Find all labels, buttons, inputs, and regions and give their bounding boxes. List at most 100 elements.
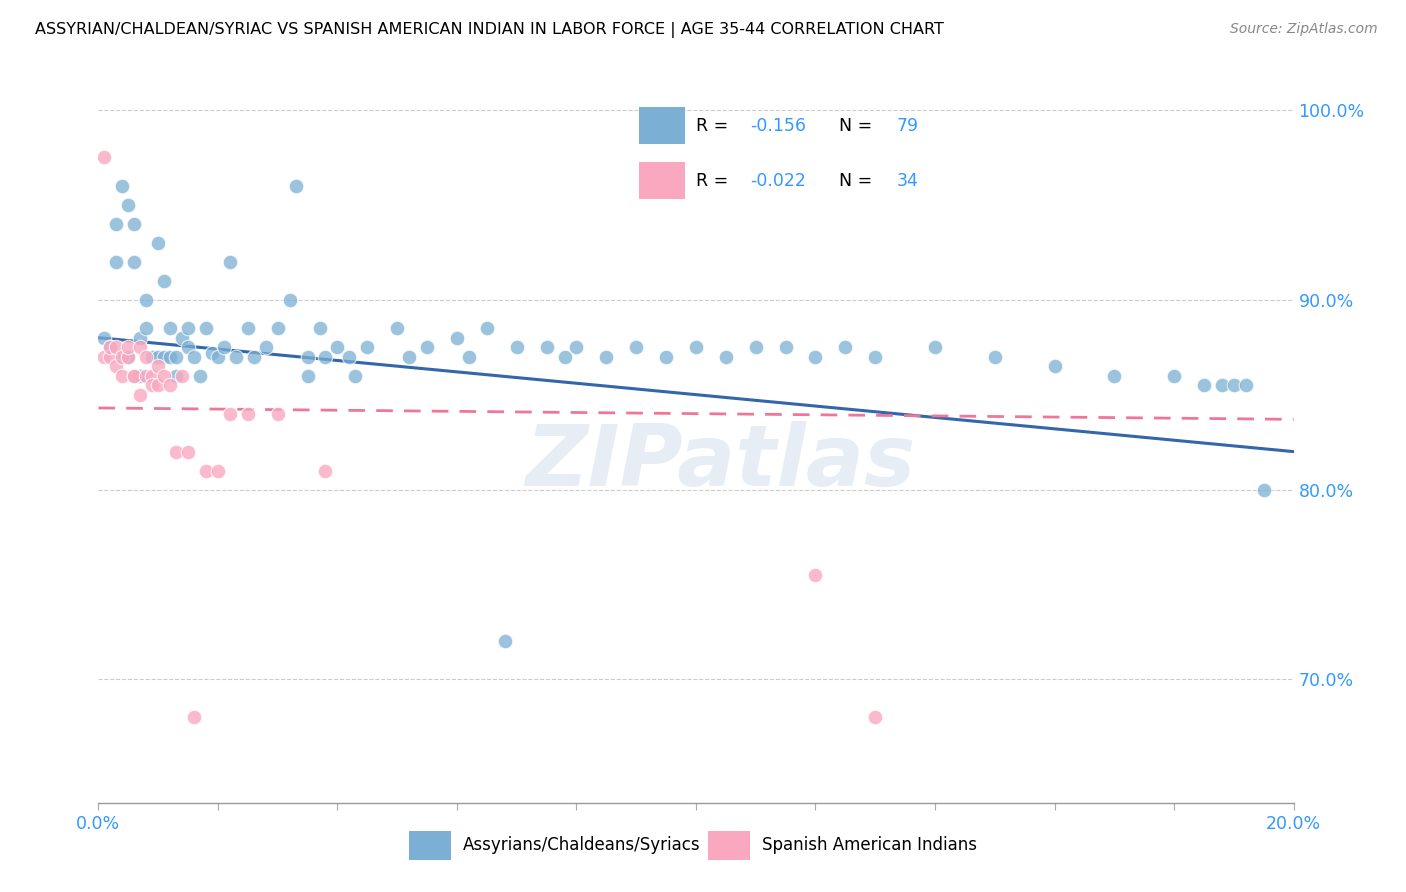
Point [1211,378,1233,392]
Text: ASSYRIAN/CHALDEAN/SYRIAC VS SPANISH AMERICAN INDIAN IN LABOR FORCE | AGE 35-44 C: ASSYRIAN/CHALDEAN/SYRIAC VS SPANISH AMER… [35,22,943,38]
Point [117,198,139,212]
Point [1253,483,1275,497]
Point [834,340,856,354]
Point [416,340,439,354]
Point [105,217,128,231]
Point [129,368,152,383]
Point [141,378,163,392]
Point [201,346,224,360]
Point [98,340,122,354]
Point [267,321,290,335]
Point [141,350,163,364]
Point [124,368,146,383]
Point [775,340,797,354]
Point [105,359,128,374]
Point [153,274,176,288]
Point [626,340,648,354]
Point [159,378,181,392]
Point [565,340,588,354]
Point [984,350,1007,364]
Point [865,350,887,364]
Point [326,340,349,354]
Point [284,178,307,193]
Point [207,464,229,478]
Point [554,350,576,364]
Point [1043,359,1066,374]
Point [804,350,827,364]
Point [236,321,259,335]
Point [655,350,678,364]
Point [135,293,157,307]
Point [924,340,946,354]
Point [278,293,301,307]
Point [236,407,259,421]
Point [1192,378,1215,392]
Point [148,378,170,392]
Point [129,340,152,354]
Point [1234,378,1257,392]
Point [225,350,247,364]
Point [1223,378,1246,392]
Point [183,350,205,364]
Point [188,368,211,383]
Point [129,387,152,401]
Point [124,368,146,383]
Point [398,350,420,364]
Point [153,350,176,364]
Point [177,340,200,354]
Point [148,359,170,374]
Point [195,321,218,335]
Point [153,368,176,383]
Point [98,350,122,364]
Point [159,321,181,335]
Point [219,254,242,268]
Point [446,331,468,345]
Point [207,350,229,364]
Point [219,407,242,421]
Point [297,350,319,364]
Point [111,368,134,383]
Point [93,150,115,164]
Point [165,350,187,364]
Point [159,350,181,364]
Point [308,321,330,335]
Point [183,710,205,724]
Point [356,340,378,354]
Point [315,350,337,364]
Point [148,235,170,250]
Point [506,340,529,354]
Point [685,340,707,354]
Point [475,321,498,335]
Point [148,350,170,364]
Point [135,350,157,364]
Point [117,350,139,364]
Point [111,350,134,364]
Point [315,464,337,478]
Point [172,331,194,345]
Point [165,368,187,383]
Point [595,350,617,364]
Text: Source: ZipAtlas.com: Source: ZipAtlas.com [1230,22,1378,37]
Point [98,340,122,354]
Point [124,254,146,268]
Point [344,368,367,383]
Point [177,444,200,458]
Point [254,340,277,354]
Point [243,350,266,364]
Point [212,340,235,354]
Point [804,568,827,582]
Point [93,350,115,364]
Point [135,368,157,383]
Point [745,340,768,354]
Point [117,340,139,354]
Point [111,178,134,193]
Point [93,331,115,345]
Point [195,464,218,478]
Point [111,350,134,364]
Point [536,340,558,354]
Point [105,340,128,354]
Point [141,368,163,383]
Point [105,254,128,268]
Point [1104,368,1126,383]
Point [124,217,146,231]
